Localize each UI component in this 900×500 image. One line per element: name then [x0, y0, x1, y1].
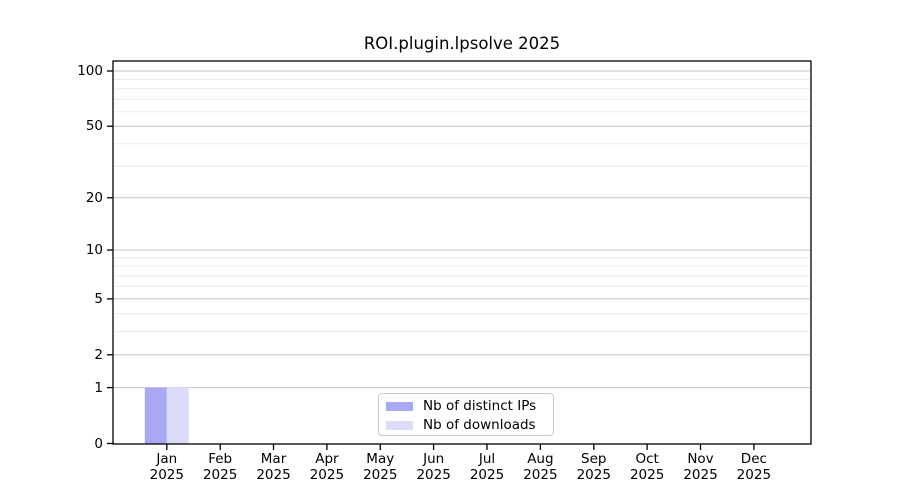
y-tick-label: 10 — [85, 241, 103, 258]
x-tick-label: Jan 2025 — [149, 451, 184, 483]
chart-title: ROI.plugin.lpsolve 2025 — [363, 34, 561, 53]
x-tick-label: Dec 2025 — [736, 451, 772, 483]
legend-label-distinct-ips: Nb of distinct IPs — [423, 398, 537, 414]
x-tick-label: Mar 2025 — [256, 451, 291, 483]
y-tick-label: 100 — [77, 63, 103, 79]
x-tick-label: Sep 2025 — [576, 451, 611, 483]
x-tick-label: Feb 2025 — [202, 451, 238, 483]
bar-distinct-ips — [144, 387, 167, 444]
plot-frame — [112, 60, 812, 445]
x-tick-label: Oct 2025 — [629, 451, 665, 483]
y-tick-label: 20 — [85, 189, 103, 206]
y-tick-label: 0 — [94, 435, 103, 452]
x-tick-label: May 2025 — [363, 451, 398, 483]
legend-item-distinct-ips: Nb of distinct IPs — [386, 397, 553, 416]
x-tick-label: Jun 2025 — [416, 451, 451, 483]
legend-swatch-distinct-ips — [386, 402, 413, 411]
legend-swatch-downloads — [386, 421, 413, 430]
y-tick-label: 50 — [85, 118, 103, 135]
y-tick-label: 2 — [94, 346, 103, 363]
legend-item-downloads: Nb of downloads — [386, 416, 553, 435]
y-tick-label: 1 — [94, 379, 103, 396]
y-tick-label: 5 — [94, 290, 103, 307]
legend-label-downloads: Nb of downloads — [423, 417, 536, 433]
x-tick-label: Nov 2025 — [683, 451, 718, 483]
x-tick-label: Apr 2025 — [309, 451, 345, 483]
x-tick-label: Aug 2025 — [523, 451, 558, 483]
x-tick-label: Jul 2025 — [469, 451, 505, 483]
bar-downloads — [166, 387, 189, 444]
legend-box: Nb of distinct IPs Nb of downloads — [378, 393, 554, 436]
